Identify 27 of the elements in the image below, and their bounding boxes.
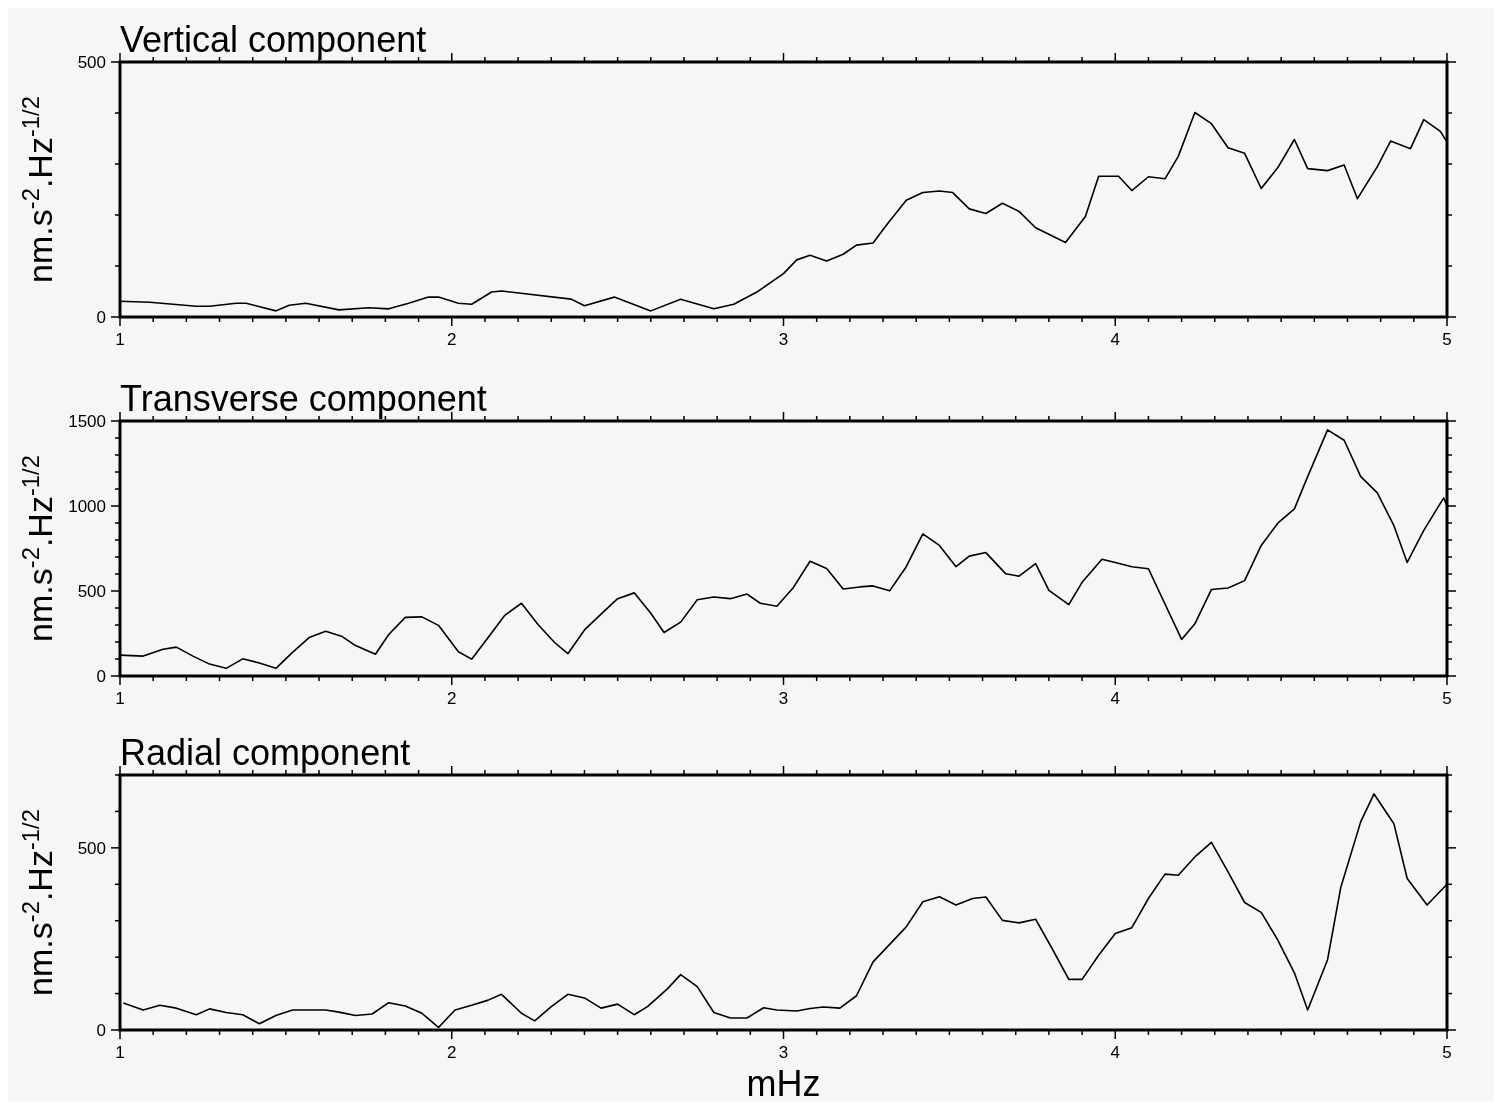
x-axis-title: mHz [746,1063,821,1104]
x-tick-label: 3 [778,330,789,349]
x-tick-label: 2 [447,1043,457,1062]
chart-title: Transverse component [120,378,487,419]
x-tick-label: 1 [115,1043,125,1062]
x-tick-label: 3 [778,689,789,708]
x-tick-label: 4 [1110,1043,1120,1062]
y-tick-label: 0 [96,1021,106,1040]
x-tick-label: 4 [1110,689,1120,708]
x-tick-label: 4 [1110,330,1120,349]
x-tick-label: 1 [115,689,125,708]
y-tick-label: 0 [96,667,106,686]
y-tick-label: 500 [77,838,106,858]
chart-title: Radial component [120,732,411,773]
y-tick-label: 500 [77,582,106,601]
x-tick-label: 5 [1442,330,1452,349]
x-tick-label: 2 [447,330,457,349]
x-tick-label: 1 [115,330,125,349]
chart-title: Vertical component [120,19,427,60]
y-tick-label: 1500 [68,412,106,431]
x-tick-label: 2 [447,689,457,708]
y-tick-label: 1000 [68,497,106,516]
x-tick-label: 5 [1442,689,1452,708]
x-tick-label: 3 [778,1043,789,1062]
y-tick-label: 0 [96,308,106,327]
x-tick-label: 5 [1442,1043,1452,1062]
y-tick-label: 500 [77,53,106,72]
